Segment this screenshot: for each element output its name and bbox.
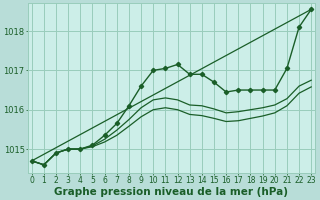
X-axis label: Graphe pression niveau de la mer (hPa): Graphe pression niveau de la mer (hPa) (54, 187, 288, 197)
